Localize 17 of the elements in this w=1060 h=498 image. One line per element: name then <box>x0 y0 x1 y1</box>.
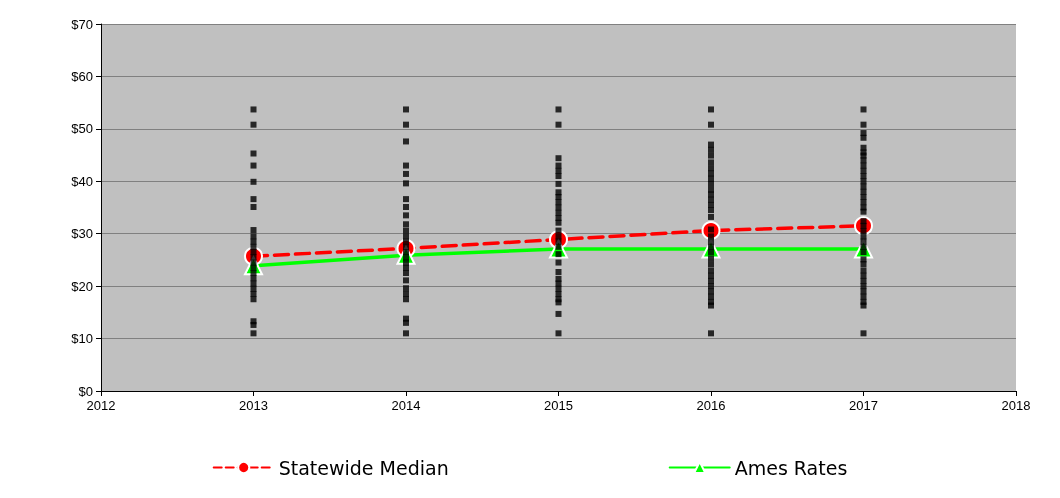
y-tick-label: $0 <box>78 383 93 399</box>
legend-label: Ames Rates <box>734 456 848 479</box>
x-tick-label: 2012 <box>86 398 116 413</box>
x-tick-label: 2013 <box>239 398 268 413</box>
y-tick-label: $20 <box>71 278 93 294</box>
legend-label: Statewide Median <box>278 456 449 479</box>
y-tick-label: $70 <box>71 16 93 32</box>
x-tick-label: 2015 <box>544 398 573 413</box>
x-tick-label: 2018 <box>1001 398 1031 413</box>
x-tick-label: 2016 <box>696 398 726 413</box>
y-tick-label: $60 <box>71 68 93 84</box>
y-tick-label: $40 <box>71 173 93 189</box>
y-tick-label: $30 <box>71 226 93 242</box>
y-tick-label: $10 <box>71 331 93 347</box>
x-tick-label: 2017 <box>849 398 878 413</box>
x-tick-label: 2014 <box>391 398 421 413</box>
y-tick-label: $50 <box>71 121 93 137</box>
